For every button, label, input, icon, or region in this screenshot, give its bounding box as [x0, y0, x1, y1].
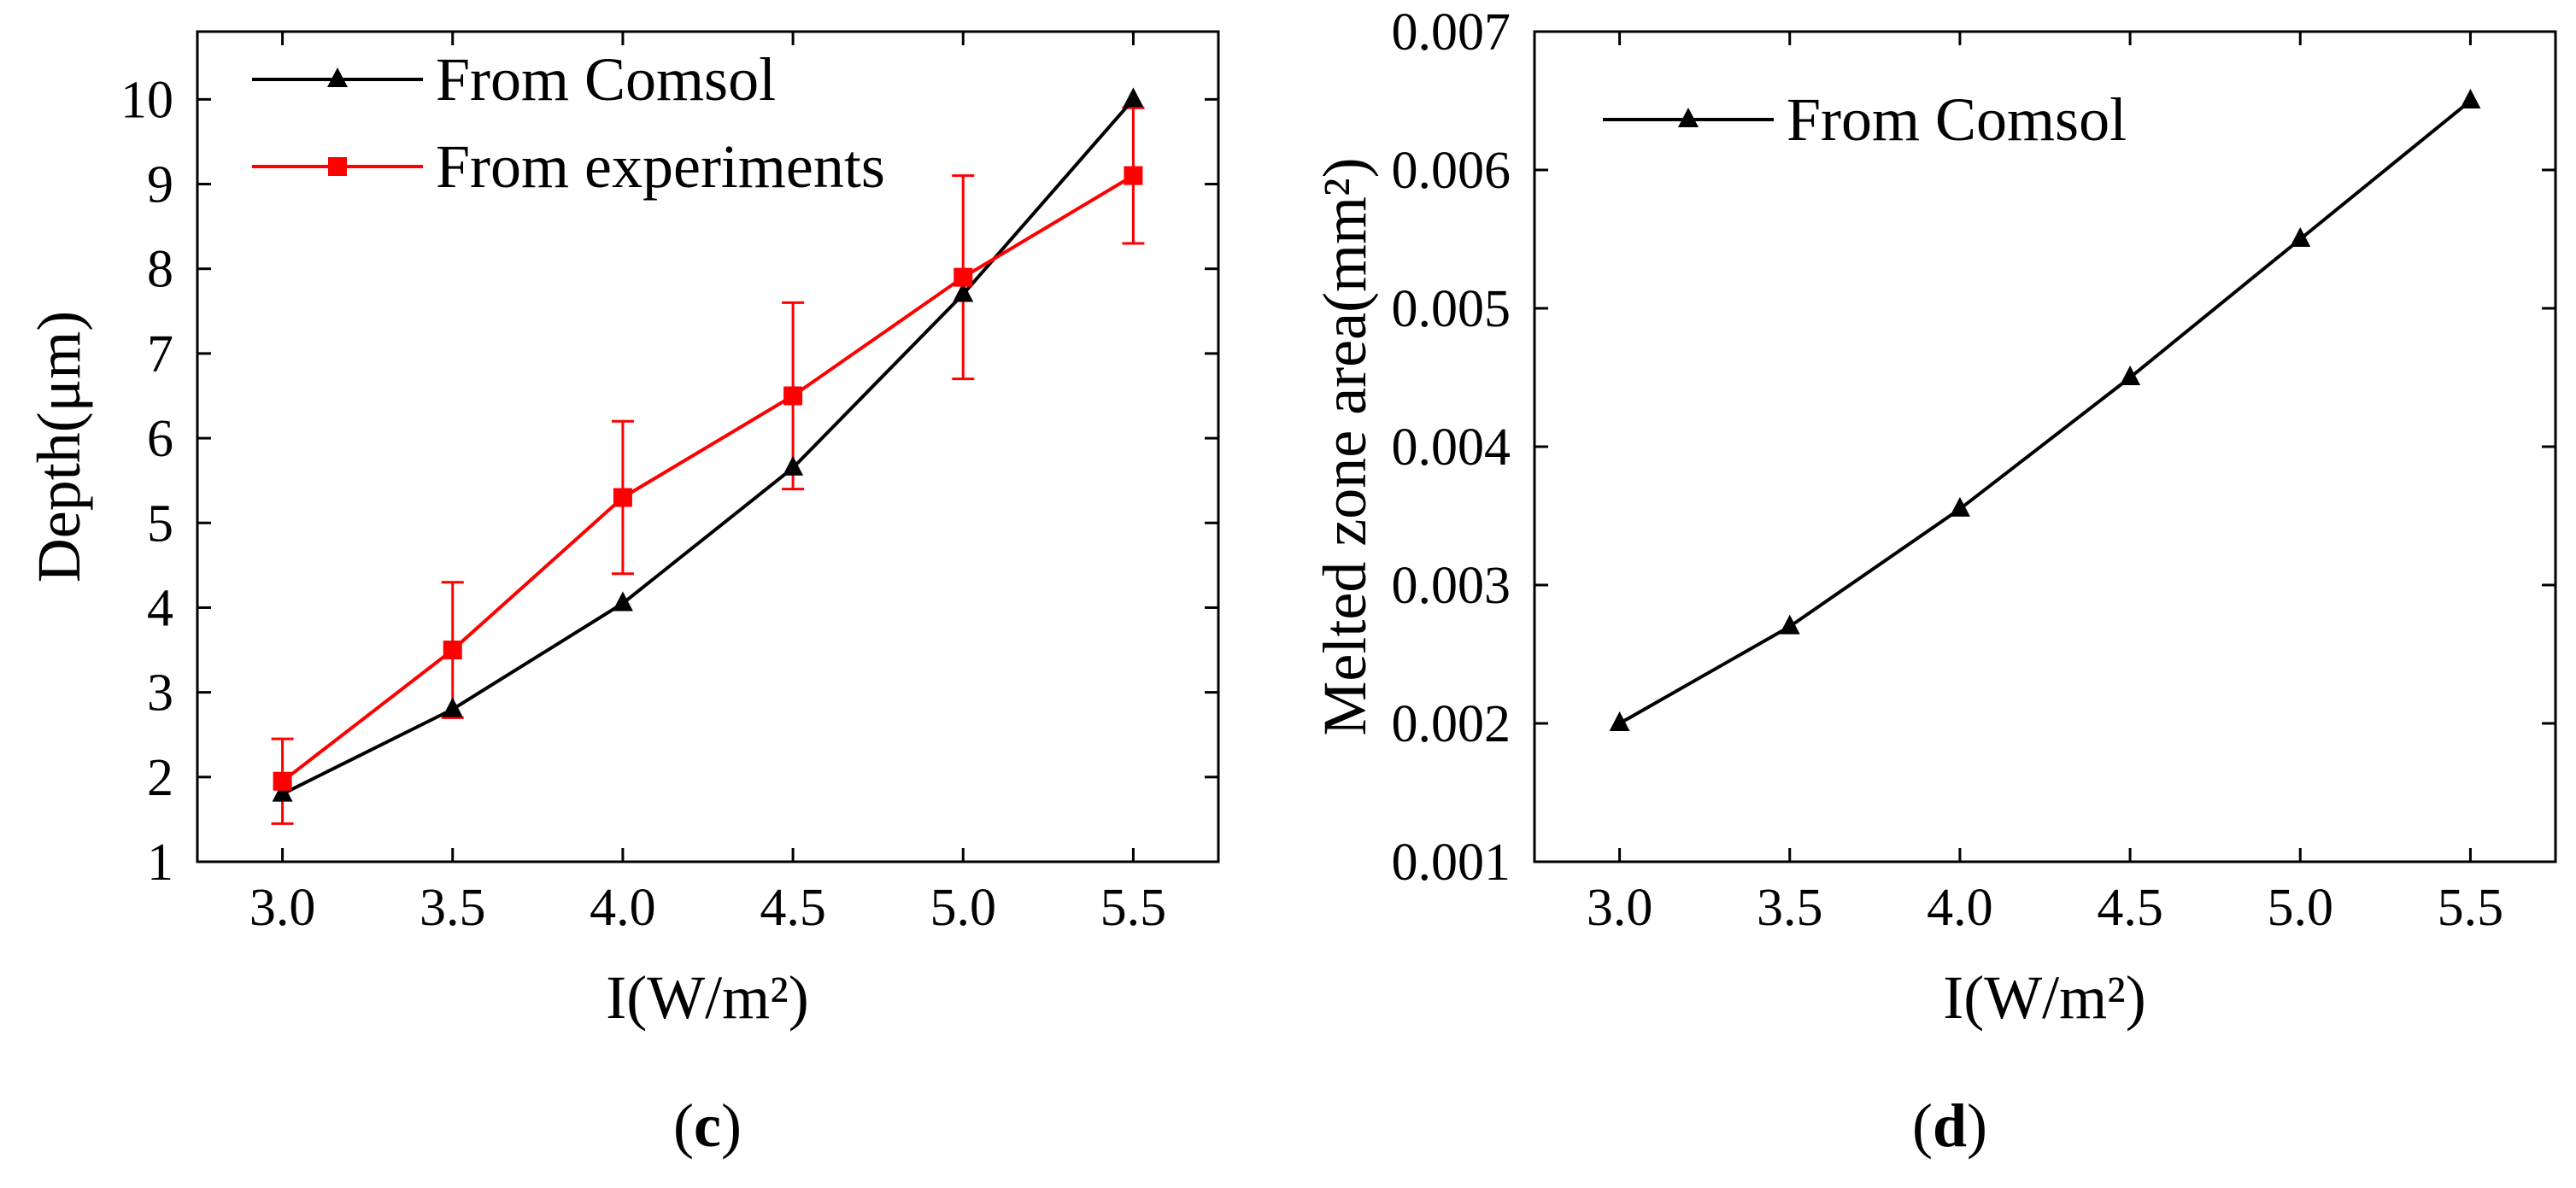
y-tick-label: 0.002: [1392, 695, 1511, 753]
x-tick-label: 4.5: [760, 879, 826, 937]
x-tick-label: 3.0: [1587, 879, 1653, 937]
legend-item-from-comsol: From Comsol: [252, 45, 776, 114]
panel-label: (c): [673, 1091, 742, 1160]
data-points: [272, 87, 1144, 802]
x-tick-label: 5.5: [1100, 879, 1167, 937]
y-tick-label: 10: [120, 71, 173, 129]
plot-frame: [196, 30, 1220, 863]
x-axis-title: I(W/m²): [1943, 963, 2145, 1032]
y-tick-label: 5: [147, 495, 173, 553]
panel-letter: c: [694, 1091, 721, 1160]
panel-label: (d): [1912, 1091, 1987, 1160]
y-tick-labels: 0.001 0.002 0.003 0.004 0.005 0.006 0.007: [1392, 3, 1511, 892]
y-tick-label: 1: [147, 834, 173, 892]
y-tick-label: 0.006: [1392, 142, 1511, 200]
y-tick-label: 0.001: [1392, 834, 1511, 892]
data-point-from-experiments: [613, 488, 632, 507]
y-tick-label: 0.007: [1392, 3, 1511, 61]
series-lines: [1618, 99, 2472, 725]
y-axis-title: Melted zone area(mm²): [1311, 157, 1379, 735]
y-tick-label: 0.003: [1392, 557, 1511, 615]
x-tick-label: 3.0: [249, 879, 316, 937]
data-point-from-comsol: [1123, 87, 1144, 108]
chart-depth: 3.0 3.5 4.0 4.5 5.0 5.5 1 2 3 4 5 6 7 8 9 10 From Coms…: [25, 30, 1220, 1160]
series-line-from-comsol: [1618, 99, 2472, 725]
data-point-from-experiments: [1124, 166, 1143, 185]
y-tick-label: 6: [147, 410, 173, 468]
legend-marker: [1678, 108, 1699, 127]
legend-marker: [328, 157, 347, 176]
axis-ticks: [1534, 30, 2555, 863]
legend-item-from-experiments: From experiments: [252, 132, 885, 201]
chart-melted-zone-area: 3.0 3.5 4.0 4.5 5.0 5.5 0.0010.0020.0030.0040…: [1311, 3, 2557, 1160]
legend-item-from-comsol: From Comsol: [1603, 85, 2127, 154]
y-tick-labels: 1 2 3 4 5 6 7 8 9 10: [120, 71, 173, 892]
x-tick-label: 4.0: [1927, 879, 1993, 937]
legend: From Comsol: [1603, 85, 2127, 154]
data-point-from-comsol: [1779, 614, 1800, 635]
data-point-from-experiments: [443, 641, 462, 660]
data-points: [1609, 89, 2481, 731]
data-point-from-experiments: [783, 386, 803, 406]
x-tick-label: 4.5: [2097, 879, 2163, 937]
y-axis-title: Depth(μm): [25, 311, 93, 583]
error-bars: [271, 106, 1145, 825]
data-point-from-comsol: [2460, 89, 2481, 108]
x-tick-labels: 3.0 3.5 4.0 4.5 5.0 5.5: [249, 879, 1166, 937]
y-tick-label: 3: [147, 664, 173, 723]
x-tick-label: 5.0: [930, 879, 997, 937]
x-tick-label: 5.5: [2438, 879, 2504, 937]
y-tick-label: 0.005: [1392, 280, 1511, 338]
data-point-from-comsol: [1949, 496, 1970, 517]
y-tick-label: 8: [147, 241, 173, 299]
x-tick-labels: 3.0 3.5 4.0 4.5 5.0 5.5: [1587, 879, 2503, 937]
data-point-from-comsol: [2120, 366, 2141, 385]
legend-label: From experiments: [436, 132, 885, 201]
data-point-from-comsol: [2290, 227, 2311, 247]
data-point-from-experiments: [954, 267, 973, 287]
legend-label: From Comsol: [436, 45, 776, 114]
legend-marker: [327, 67, 348, 87]
x-axis-title: I(W/m²): [606, 963, 808, 1032]
y-tick-label: 9: [147, 156, 173, 214]
legend: From Comsol From experiments: [252, 45, 885, 201]
series-lines: [281, 98, 1135, 796]
x-tick-label: 3.5: [420, 879, 486, 937]
data-point-from-comsol: [1609, 711, 1630, 731]
x-tick-label: 3.5: [1757, 879, 1823, 937]
axis-ticks: [197, 32, 1218, 863]
data-point-from-comsol: [953, 282, 974, 302]
legend-label: From Comsol: [1787, 85, 2127, 154]
data-point-from-comsol: [272, 781, 293, 802]
x-tick-label: 5.0: [2268, 879, 2334, 937]
data-point-from-comsol: [442, 697, 463, 717]
data-point-from-comsol: [783, 455, 804, 476]
data-point-from-experiments: [273, 771, 292, 791]
y-tick-label: 2: [147, 749, 173, 807]
y-tick-label: 4: [147, 579, 173, 637]
panel-letter: d: [1933, 1091, 1967, 1160]
series-line-from-experiments: [281, 173, 1135, 783]
y-tick-label: 0.004: [1392, 418, 1511, 477]
x-tick-label: 4.0: [590, 879, 656, 937]
data-point-from-comsol: [612, 591, 633, 612]
y-tick-label: 7: [147, 325, 173, 383]
